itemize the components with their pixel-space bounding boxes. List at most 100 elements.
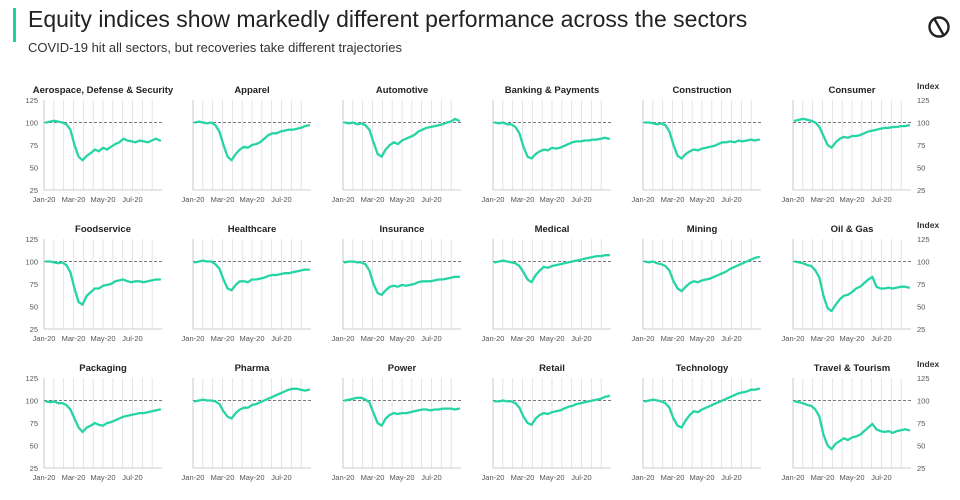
x-tick-label: May-20 (389, 195, 414, 204)
series-line (44, 119, 162, 162)
x-tick-label: Jul-20 (871, 334, 891, 343)
x-tick-label: Mar-20 (811, 473, 835, 482)
chart-title: Medical (535, 224, 570, 235)
series-line (343, 117, 461, 158)
series-line (793, 260, 911, 313)
x-tick-label: Mar-20 (511, 195, 535, 204)
x-tick-label: Jul-20 (122, 195, 142, 204)
x-tick-label: Jan-20 (782, 334, 805, 343)
chart-title: Technology (676, 363, 729, 374)
x-tick-label: May-20 (839, 473, 864, 482)
y-tick-label: 50 (30, 303, 38, 312)
x-tick-label: Mar-20 (661, 195, 685, 204)
x-tick-label: Mar-20 (661, 473, 685, 482)
y-tick-label: 125 (25, 374, 38, 383)
series-line (44, 260, 162, 306)
x-tick-label: May-20 (90, 473, 115, 482)
y-tick-label: 100 (917, 258, 930, 267)
chart-title: Insurance (380, 224, 425, 235)
x-tick-label: May-20 (389, 473, 414, 482)
x-tick-label: Mar-20 (62, 334, 86, 343)
y-tick-label: 100 (25, 397, 38, 406)
chart-title: Pharma (235, 363, 271, 374)
x-tick-label: Mar-20 (811, 195, 835, 204)
chart-title: Power (388, 363, 417, 374)
series-line (793, 400, 911, 451)
y-tick-label: 125 (25, 96, 38, 105)
x-tick-label: Jan-20 (632, 195, 655, 204)
y-tick-label: 25 (917, 186, 925, 195)
x-tick-label: Jul-20 (721, 195, 741, 204)
chart-title: Mining (687, 224, 718, 235)
x-tick-label: Jan-20 (332, 195, 355, 204)
x-tick-label: Mar-20 (511, 334, 535, 343)
x-tick-label: Jul-20 (721, 334, 741, 343)
x-tick-label: Jul-20 (421, 473, 441, 482)
y-tick-label: 25 (917, 325, 925, 334)
x-tick-label: Mar-20 (62, 473, 86, 482)
x-tick-label: Jan-20 (632, 473, 655, 482)
y-tick-label: 50 (30, 442, 38, 451)
x-tick-label: May-20 (689, 473, 714, 482)
x-tick-label: Jan-20 (33, 473, 56, 482)
chart-title: Packaging (79, 363, 127, 374)
y-tick-label: 25 (30, 325, 38, 334)
page-subtitle: COVID-19 hit all sectors, but recoveries… (28, 40, 403, 55)
x-tick-label: Jul-20 (421, 195, 441, 204)
y-tick-label: 100 (25, 258, 38, 267)
y-tick-label: 100 (917, 397, 930, 406)
y-tick-label: 75 (917, 141, 925, 150)
x-tick-label: Mar-20 (811, 334, 835, 343)
y-tick-label: 125 (25, 235, 38, 244)
chart-title: Travel & Tourism (814, 363, 890, 374)
x-tick-label: Jan-20 (33, 195, 56, 204)
chart-title: Consumer (829, 85, 876, 96)
x-tick-label: Jul-20 (122, 334, 142, 343)
series-line (493, 121, 611, 160)
page-title: Equity indices show markedly different p… (28, 6, 748, 32)
x-tick-label: May-20 (90, 195, 115, 204)
brand-logo-icon (928, 16, 950, 38)
x-tick-label: Jul-20 (571, 334, 591, 343)
x-tick-label: May-20 (689, 195, 714, 204)
y-tick-label: 125 (917, 235, 930, 244)
series-line (343, 260, 461, 296)
x-tick-label: Mar-20 (211, 473, 235, 482)
x-tick-label: May-20 (539, 473, 564, 482)
x-tick-label: Mar-20 (211, 334, 235, 343)
series-line (643, 387, 761, 429)
series-line (493, 394, 611, 426)
chart-title: Automotive (376, 85, 428, 96)
y-tick-label: 50 (30, 164, 38, 173)
x-tick-label: Jul-20 (271, 195, 291, 204)
y-tick-label: 125 (917, 374, 930, 383)
y-tick-label: 75 (30, 141, 38, 150)
chart-title: Healthcare (228, 224, 277, 235)
x-tick-label: May-20 (239, 334, 264, 343)
y-tick-label: 100 (25, 119, 38, 128)
series-line (793, 117, 911, 149)
series-line (193, 120, 311, 162)
x-tick-label: Jan-20 (182, 195, 205, 204)
x-tick-label: Jan-20 (782, 473, 805, 482)
series-line (44, 400, 162, 434)
y-axis-label: Index (917, 359, 939, 369)
x-tick-label: Jan-20 (482, 195, 505, 204)
x-tick-label: May-20 (90, 334, 115, 343)
x-tick-label: May-20 (539, 195, 564, 204)
x-tick-label: Jul-20 (871, 473, 891, 482)
x-tick-label: Jan-20 (33, 334, 56, 343)
chart-title: Foodservice (75, 224, 131, 235)
x-tick-label: Jan-20 (482, 473, 505, 482)
x-tick-label: Mar-20 (62, 195, 86, 204)
x-tick-label: Mar-20 (511, 473, 535, 482)
series-line (193, 387, 311, 420)
x-tick-label: Jan-20 (182, 334, 205, 343)
x-tick-label: Jul-20 (871, 195, 891, 204)
y-tick-label: 100 (917, 119, 930, 128)
x-tick-label: Jul-20 (571, 195, 591, 204)
x-tick-label: Jul-20 (721, 473, 741, 482)
y-tick-label: 50 (917, 303, 925, 312)
series-line (493, 254, 611, 284)
